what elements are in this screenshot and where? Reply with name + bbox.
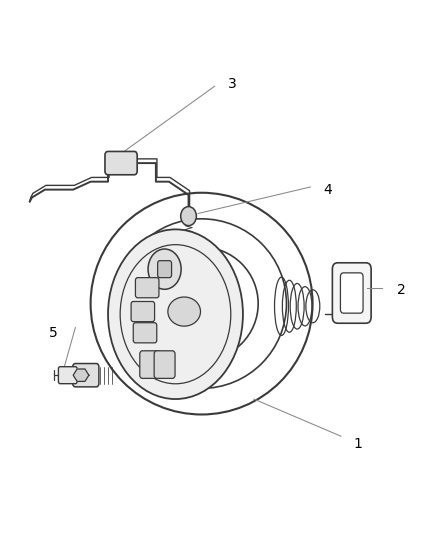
Ellipse shape (108, 229, 243, 399)
FancyBboxPatch shape (131, 302, 155, 321)
FancyBboxPatch shape (158, 261, 172, 278)
FancyBboxPatch shape (133, 322, 157, 343)
Circle shape (181, 207, 196, 225)
Text: 5: 5 (49, 326, 58, 340)
Text: 3: 3 (228, 77, 237, 91)
Polygon shape (73, 369, 89, 382)
FancyBboxPatch shape (58, 367, 77, 384)
FancyBboxPatch shape (105, 151, 137, 175)
Text: 1: 1 (354, 437, 363, 451)
Text: 4: 4 (323, 183, 332, 197)
FancyBboxPatch shape (140, 351, 161, 378)
Circle shape (148, 249, 181, 289)
FancyBboxPatch shape (332, 263, 371, 323)
FancyBboxPatch shape (73, 364, 99, 387)
Ellipse shape (168, 297, 201, 326)
FancyBboxPatch shape (154, 351, 175, 378)
Text: 2: 2 (397, 284, 406, 297)
FancyBboxPatch shape (340, 273, 363, 313)
FancyBboxPatch shape (135, 278, 159, 298)
